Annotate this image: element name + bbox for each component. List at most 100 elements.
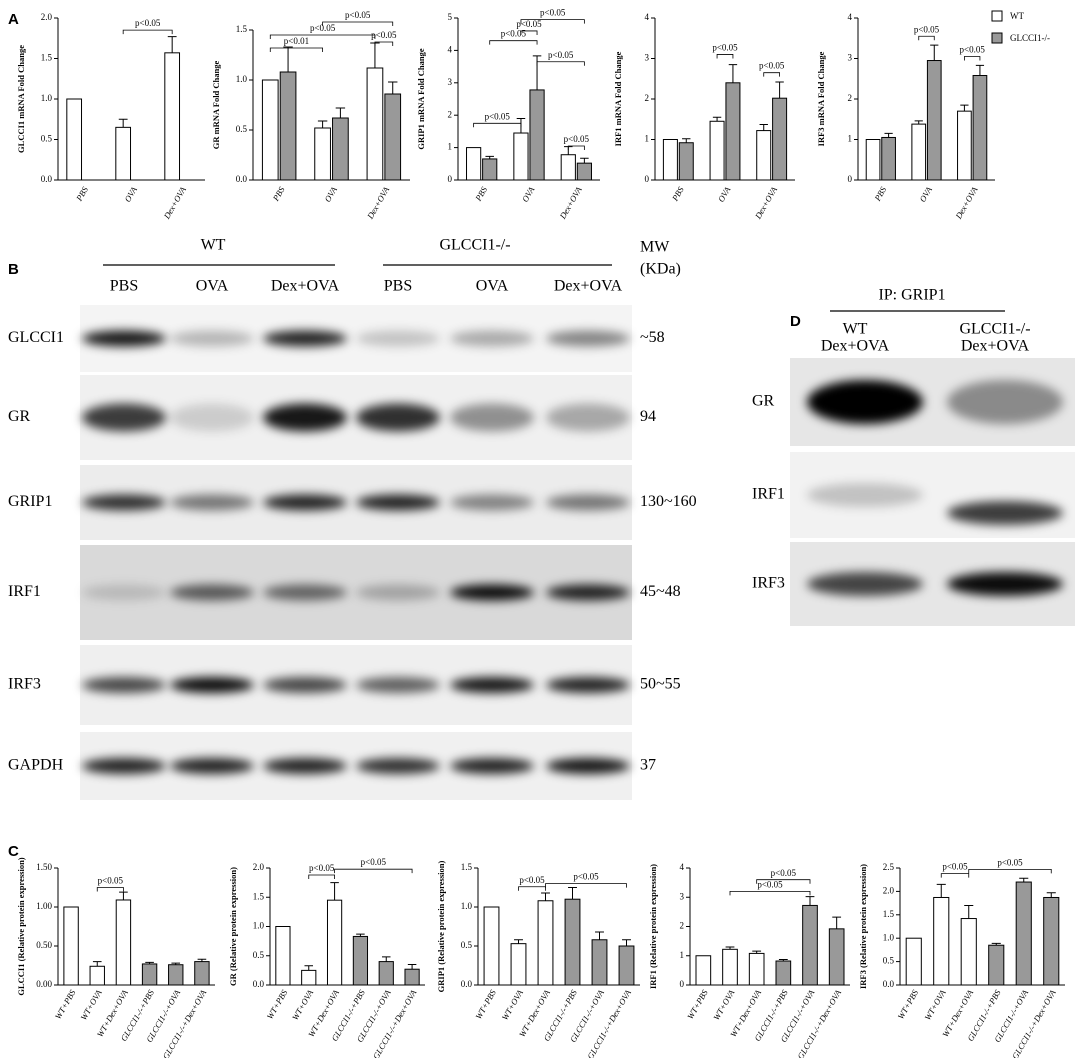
error-bar (975, 64, 985, 76)
bar (618, 945, 635, 986)
error-bar (145, 961, 154, 964)
error-bar (960, 104, 969, 112)
bar (722, 948, 738, 986)
error-bar (884, 132, 893, 138)
row-label: GAPDH (8, 757, 64, 774)
blot-band (947, 572, 1063, 596)
y-tick-label: 0.5 (236, 124, 248, 134)
significance-label: p<0.05 (310, 23, 336, 33)
lane-label: GLCCI1-/- (959, 321, 1030, 338)
error-bar (712, 116, 722, 122)
significance-label: p<0.05 (540, 8, 566, 18)
bar (275, 926, 291, 986)
bar (988, 944, 1005, 986)
y-tick-label: 1.5 (236, 24, 248, 34)
error-bar (304, 965, 314, 971)
y-tick-label: 3 (645, 53, 650, 63)
bar (404, 968, 420, 986)
error-bar (335, 107, 346, 118)
error-bar (622, 939, 631, 946)
blot-band (263, 494, 347, 511)
error-bar (330, 882, 339, 901)
error-bar (805, 896, 815, 906)
error-bar (936, 883, 946, 898)
bar (709, 120, 725, 181)
mw-label: 45~48 (640, 583, 681, 600)
lane-label: Dex+OVA (554, 278, 623, 295)
y-tick-label: 2 (848, 93, 853, 103)
significance-bracket (729, 891, 811, 896)
y-tick-label: 1 (848, 134, 853, 144)
blot-band (450, 677, 534, 693)
y-axis-label: GR (Relative protein expression) (228, 867, 238, 986)
significance-label: p<0.05 (757, 879, 783, 889)
blot-band (546, 330, 630, 347)
bar (905, 937, 922, 986)
blot-band (170, 494, 254, 511)
bar (662, 139, 678, 181)
blot-band (263, 584, 347, 601)
significance-label: p<0.05 (485, 111, 511, 121)
significance-label: p<0.01 (284, 36, 309, 46)
y-tick-label: 3 (848, 53, 853, 63)
bar (314, 127, 331, 181)
bar (115, 899, 132, 986)
lane-label: Dex+OVA (271, 278, 340, 295)
significance-bracket (968, 869, 1052, 874)
significance-label: p<0.05 (564, 134, 590, 144)
bar (756, 130, 772, 181)
significance-label: p<0.05 (516, 19, 542, 29)
y-tick-label: 2 (448, 109, 453, 119)
blot-band (263, 330, 347, 347)
legend-label: WT (1010, 11, 1024, 21)
y-tick-label: 1.0 (253, 921, 265, 931)
significance-label: p<0.05 (997, 857, 1023, 867)
y-tick-label: 1.5 (883, 909, 895, 919)
y-tick-label: 2 (645, 93, 650, 103)
mw-label: ~58 (640, 329, 665, 346)
bar (466, 147, 482, 181)
bar (261, 79, 279, 181)
significance-bracket (269, 47, 324, 52)
error-bar (118, 118, 128, 128)
bar (378, 961, 394, 986)
y-axis-label: IRF1 mRNA Fold Change (613, 51, 623, 146)
error-bar (197, 958, 207, 962)
error-bar (171, 962, 181, 965)
bar (911, 123, 927, 181)
y-tick-label: 1.5 (461, 862, 473, 872)
bar (301, 969, 317, 986)
y-axis-label: GR mRNA Fold Change (211, 61, 221, 150)
bar (164, 52, 181, 181)
blot-band (356, 330, 440, 347)
blot-band (170, 330, 254, 347)
lane-label: PBS (110, 278, 138, 295)
bar (725, 82, 741, 181)
significance-bracket (567, 145, 585, 150)
bar (695, 955, 712, 986)
y-tick-label: 1 (645, 134, 650, 144)
lane-label: OVA (196, 278, 229, 295)
bar (63, 906, 79, 986)
y-tick-label: 1.5 (41, 53, 53, 63)
y-tick-label: 0.0 (236, 174, 248, 184)
bar (384, 93, 402, 181)
blot-band (356, 677, 440, 693)
error-bar (119, 891, 128, 900)
blot-band (170, 584, 254, 601)
error-bar (356, 933, 365, 937)
mw-label: 130~160 (640, 493, 697, 510)
bar (1015, 881, 1032, 986)
y-tick-label: 0.50 (36, 940, 52, 950)
error-bar (568, 887, 577, 900)
row-label: IRF3 (8, 676, 41, 693)
y-tick-label: 2.0 (883, 885, 895, 895)
error-bar (580, 157, 589, 164)
bar (802, 904, 818, 986)
significance-bracket (334, 868, 413, 874)
blot-band (546, 677, 630, 693)
significance-bracket (964, 56, 981, 61)
blot-band (356, 494, 440, 511)
error-bar (167, 36, 177, 53)
